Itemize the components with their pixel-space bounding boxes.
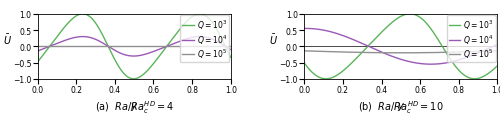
- $Q = 10^4$: [452, 61, 458, 62]
- Line: $Q = 10^5$: $Q = 10^5$: [304, 51, 498, 53]
- $Q = 10^5$: [494, 51, 500, 52]
- Line: $Q = 10^4$: $Q = 10^4$: [304, 29, 498, 65]
- $Q = 10^4$: [130, 56, 136, 57]
- $Q = 10^5$: [120, 46, 126, 48]
- Line: $Q = 10^4$: $Q = 10^4$: [38, 37, 231, 56]
- $Q = 10^3$: [228, 57, 234, 59]
- $Q = 10^4$: [197, 37, 203, 38]
- $Q = 10^5$: [185, 46, 191, 48]
- Title: (a)  $Ra/Ra_c^{HD} = 4$: (a) $Ra/Ra_c^{HD} = 4$: [94, 98, 174, 113]
- $Q = 10^4$: [228, 49, 234, 51]
- $Q = 10^3$: [434, 38, 440, 40]
- $Q = 10^3$: [197, 14, 203, 15]
- $Q = 10^4$: [380, 52, 386, 54]
- $Q = 10^3$: [494, 65, 500, 67]
- $Q = 10^4$: [494, 44, 500, 46]
- $Q = 10^3$: [189, 17, 195, 18]
- $Q = 10^3$: [452, 66, 458, 67]
- $Q = 10^3$: [456, 70, 462, 71]
- $Q = 10^3$: [301, 63, 307, 64]
- $Q = 10^4$: [168, 45, 173, 46]
- $Q = 10^5$: [398, 53, 404, 54]
- $Q = 10^3$: [168, 41, 173, 43]
- $Q = 10^3$: [386, 25, 392, 26]
- $Q = 10^4$: [434, 64, 440, 65]
- $Q = 10^4$: [303, 28, 309, 30]
- $Q = 10^4$: [386, 55, 392, 56]
- $Q = 10^4$: [189, 38, 195, 39]
- $Q = 10^5$: [34, 46, 40, 48]
- $Q = 10^3$: [34, 62, 40, 63]
- $Q = 10^3$: [380, 31, 386, 33]
- $Q = 10^4$: [186, 38, 192, 40]
- $Q = 10^3$: [54, 36, 60, 38]
- $Q = 10^5$: [456, 52, 462, 53]
- Y-axis label: $\bar{U}$: $\bar{U}$: [2, 33, 12, 47]
- $Q = 10^5$: [112, 46, 118, 48]
- $Q = 10^3$: [112, 61, 118, 62]
- $Q = 10^4$: [301, 28, 307, 30]
- $Q = 10^4$: [54, 43, 60, 45]
- Line: $Q = 10^3$: $Q = 10^3$: [38, 15, 231, 79]
- $Q = 10^4$: [428, 64, 434, 65]
- $Q = 10^5$: [167, 46, 173, 48]
- $Q = 10^5$: [228, 46, 234, 48]
- $Q = 10^3$: [130, 78, 136, 80]
- $Q = 10^5$: [188, 46, 194, 48]
- Legend: $Q = 10^3$, $Q = 10^4$, $Q = 10^5$: $Q = 10^3$, $Q = 10^4$, $Q = 10^5$: [446, 16, 496, 63]
- $Q = 10^5$: [380, 53, 386, 54]
- X-axis label: $y$: $y$: [397, 100, 405, 112]
- Line: $Q = 10^3$: $Q = 10^3$: [304, 15, 498, 79]
- $Q = 10^5$: [386, 53, 392, 54]
- $Q = 10^4$: [120, 54, 126, 55]
- $Q = 10^3$: [407, 14, 413, 15]
- $Q = 10^5$: [321, 51, 327, 53]
- $Q = 10^3$: [321, 78, 327, 80]
- $Q = 10^3$: [323, 78, 329, 80]
- X-axis label: $y$: $y$: [130, 100, 138, 112]
- $Q = 10^3$: [186, 20, 192, 21]
- Title: (b)  $Ra/Ra_c^{HD} = 10$: (b) $Ra/Ra_c^{HD} = 10$: [358, 98, 444, 113]
- Y-axis label: $\bar{U}$: $\bar{U}$: [270, 33, 278, 47]
- $Q = 10^4$: [321, 30, 327, 32]
- $Q = 10^4$: [112, 51, 118, 52]
- $Q = 10^5$: [434, 52, 440, 54]
- $Q = 10^3$: [120, 72, 126, 73]
- Legend: $Q = 10^3$, $Q = 10^4$, $Q = 10^5$: $Q = 10^3$, $Q = 10^4$, $Q = 10^5$: [180, 16, 229, 63]
- $Q = 10^5$: [54, 46, 60, 48]
- $Q = 10^4$: [456, 60, 462, 61]
- $Q = 10^5$: [301, 51, 307, 52]
- $Q = 10^4$: [34, 51, 40, 52]
- $Q = 10^5$: [452, 52, 458, 53]
